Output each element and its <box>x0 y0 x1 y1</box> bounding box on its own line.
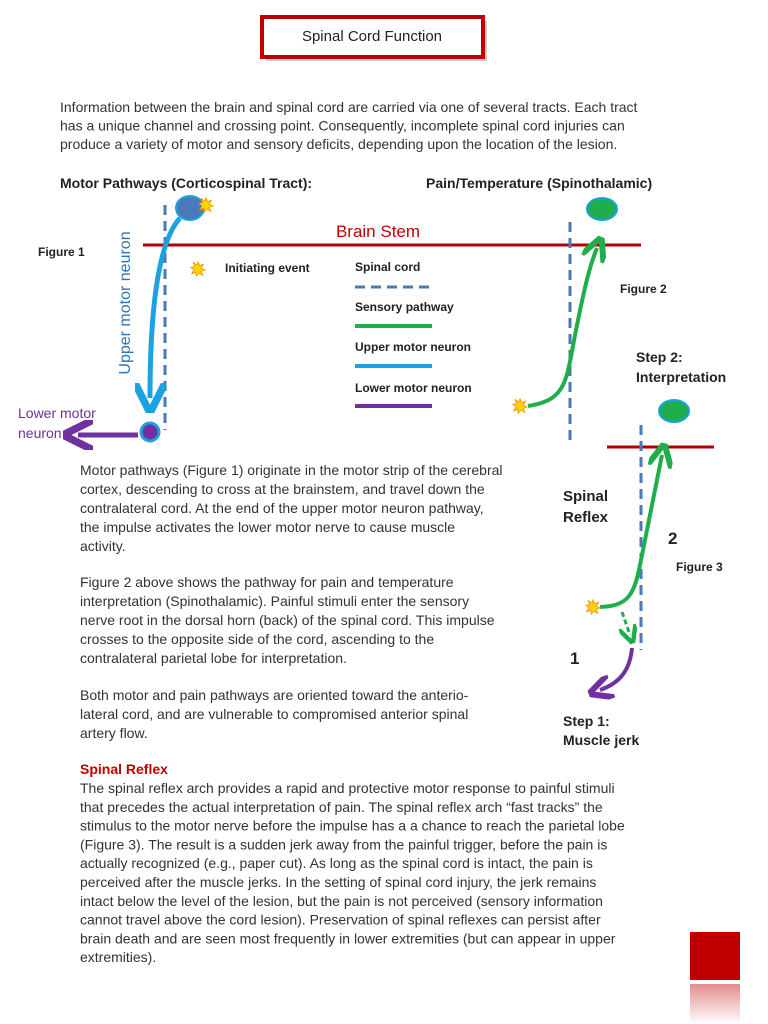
brain-stem-label: Brain Stem <box>336 222 420 241</box>
paragraph-line: activity. <box>80 538 126 554</box>
paragraph-line: Figure 2 above shows the pathway for pai… <box>80 574 454 590</box>
marker-2: 2 <box>668 529 677 548</box>
figure3-label: Figure 3 <box>676 560 723 574</box>
spinal-reflex-label: Spinal <box>563 488 608 505</box>
paragraph-line: Both motor and pain pathways are oriente… <box>80 687 469 703</box>
decoration <box>690 932 740 1024</box>
title: Spinal Cord Function <box>302 28 442 45</box>
intro: Information between the brain and spinal… <box>60 99 638 152</box>
paragraph-line: (Figure 3). The result is a sudden jerk … <box>80 836 607 852</box>
legend-label: Lower motor neuron <box>355 381 472 395</box>
figure1-heading: Motor Pathways (Corticospinal Tract): <box>60 175 312 191</box>
paragraph-line: that precedes the actual interpretation … <box>80 799 603 815</box>
legend-label: Upper motor neuron <box>355 340 471 354</box>
legend: Initiating event Spinal cord Sensory pat… <box>190 260 472 408</box>
paragraph-line: contralateral parietal lobe for interpre… <box>80 650 347 666</box>
title-box: Spinal Cord Function <box>260 15 487 61</box>
paragraph-line: brain death and are seen most frequently… <box>80 930 616 946</box>
spinal-reflex-label: Reflex <box>563 509 609 526</box>
paragraph-line: intact below the level of the lesion, bu… <box>80 893 603 909</box>
figure2: Figure 2 <box>512 197 667 445</box>
intro-line: Information between the brain and spinal… <box>60 99 638 115</box>
step2-label: Step 2: <box>636 349 683 365</box>
intro-line: has a unique channel and crossing point.… <box>60 118 625 134</box>
step1-label: Muscle jerk <box>563 732 639 748</box>
body-text: Motor pathways (Figure 1) originate in t… <box>80 462 625 965</box>
paragraph-line: extremities). <box>80 949 156 965</box>
figure3: Step 2: Interpretation Spinal Reflex 2 F… <box>563 349 726 748</box>
paragraph-line: contralateral cord. At the end of the up… <box>80 500 484 516</box>
legend-label: Sensory pathway <box>355 300 454 314</box>
paragraph-line: cortex, descending to cross at the brain… <box>80 481 485 497</box>
paragraph-line: artery flow. <box>80 725 148 741</box>
paragraph-line: interpretation (Spinothalamic). Painful … <box>80 593 469 609</box>
figure1-label: Figure 1 <box>38 245 85 259</box>
legend-label: Spinal cord <box>355 260 420 274</box>
lower-motor-label: Lower motor <box>18 405 96 421</box>
paragraph-line: nerve root in the dorsal horn (back) of … <box>80 612 495 628</box>
step1-label: Step 1: <box>563 713 610 729</box>
paragraph-line: stimulus to the motor nerve before the i… <box>80 818 625 834</box>
upper-motor-label: Upper motor neuron <box>117 231 134 374</box>
figure2-label: Figure 2 <box>620 282 667 296</box>
paragraph-line: lateral cord, and are vulnerable to comp… <box>80 706 468 722</box>
figure2-heading: Pain/Temperature (Spinothalamic) <box>426 175 652 191</box>
reflex-heading: Spinal Reflex <box>80 761 168 777</box>
marker-1: 1 <box>570 649 579 668</box>
figure1: Figure 1 Brain Stem Upper motor neuron L… <box>18 195 641 441</box>
paragraph-line: the impulse activates the lower motor ne… <box>80 519 455 535</box>
paragraph-line: Motor pathways (Figure 1) originate in t… <box>80 462 503 478</box>
legend-label: Initiating event <box>225 261 310 275</box>
paragraph-line: perceived after the muscle jerks. In the… <box>80 874 596 890</box>
paragraph-line: actually recognized (e.g., paper cut). A… <box>80 855 593 871</box>
paragraph-line: The spinal reflex arch provides a rapid … <box>80 780 615 796</box>
lower-motor-label: neuron <box>18 425 62 441</box>
paragraph-line: crosses to the opposite side of the cord… <box>80 631 434 647</box>
paragraph-line: cannot travel above the cord lesion). Pr… <box>80 912 601 928</box>
intro-line: produce a variety of motor and sensory d… <box>60 136 617 152</box>
step2-label: Interpretation <box>636 369 726 385</box>
